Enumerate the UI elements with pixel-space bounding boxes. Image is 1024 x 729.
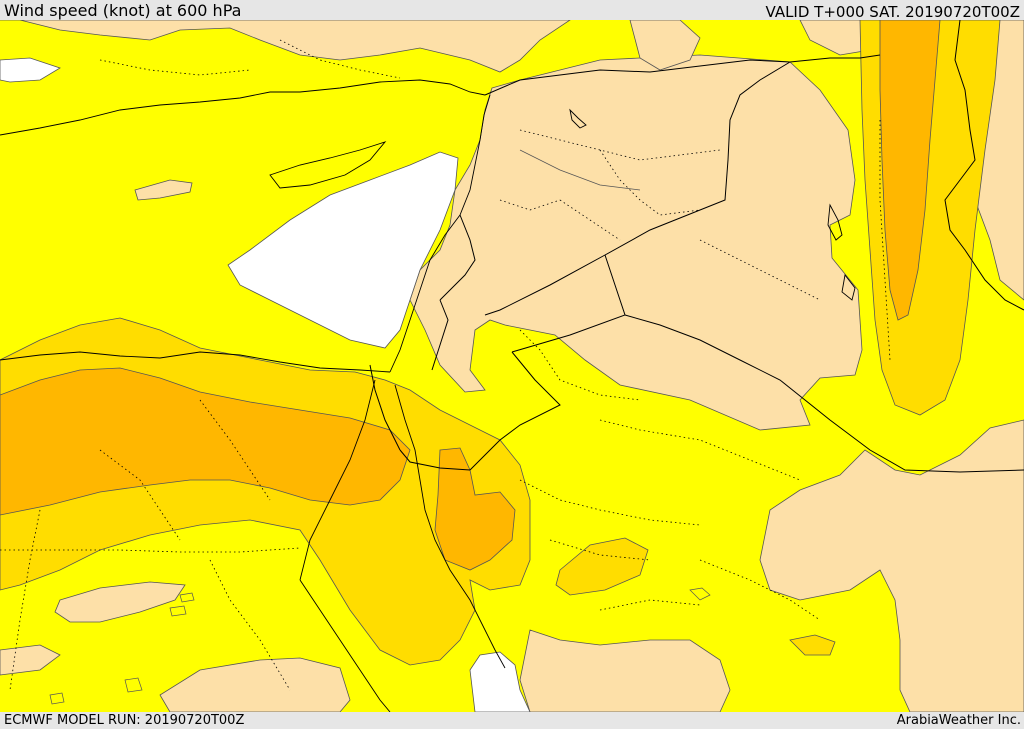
calm-region-redsea	[469, 651, 531, 712]
low-wind-patch-sea	[134, 179, 193, 201]
map-title: Wind speed (knot) at 600 hPa	[4, 1, 242, 20]
low-wind-region-levant	[409, 54, 863, 431]
model-run: ECMWF MODEL RUN: 20190720T00Z	[4, 713, 245, 728]
valid-time: VALID T+000 SAT. 20190720T00Z	[765, 3, 1020, 21]
coastlines	[0, 79, 856, 712]
calm-region-mediterranean	[227, 151, 459, 349]
national-borders	[369, 20, 1024, 473]
low-wind-patch-egypt-1	[54, 581, 186, 623]
low-wind-region-north-1	[0, 20, 571, 73]
wind-speed-map	[0, 20, 1024, 712]
moderate-wind-blob-gulf	[789, 634, 836, 656]
moderate-wind-blob-saudi	[555, 537, 649, 596]
calm-region-aegean	[0, 57, 61, 83]
low-wind-region-southeast	[759, 419, 1024, 712]
header-bar: Wind speed (knot) at 600 hPa VALID T+000…	[0, 0, 1024, 20]
strong-wind-strip-east	[879, 20, 941, 321]
low-wind-patch-redsea	[519, 629, 731, 712]
strong-wind-core-egypt	[0, 367, 411, 516]
footer-bar: ECMWF MODEL RUN: 20190720T00Z ArabiaWeat…	[0, 712, 1024, 729]
low-wind-patch-egypt-3	[159, 657, 351, 712]
low-wind-region-north-2	[629, 20, 701, 71]
credit: ArabiaWeather Inc.	[896, 713, 1021, 728]
contour-lines	[49, 149, 711, 705]
province-lines	[0, 39, 891, 691]
